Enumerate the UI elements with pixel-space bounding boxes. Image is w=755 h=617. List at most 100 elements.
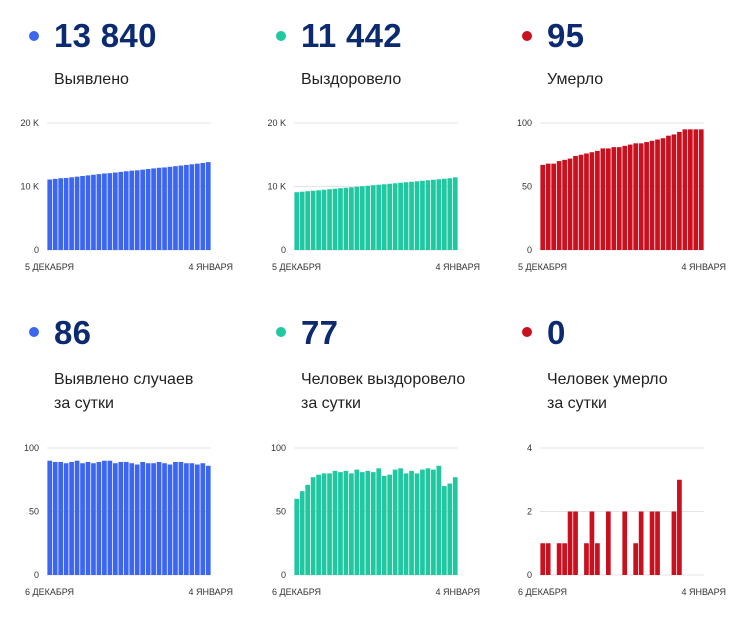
bar	[562, 543, 567, 575]
bar	[556, 161, 562, 250]
bar	[112, 463, 118, 575]
bar	[189, 463, 195, 575]
bar	[205, 162, 211, 250]
bar	[178, 461, 184, 575]
bar	[316, 190, 321, 250]
bar	[299, 191, 305, 250]
bar	[414, 473, 420, 575]
recovered-caption: Выздоровело	[301, 71, 402, 88]
bar	[441, 178, 447, 250]
bar	[91, 463, 96, 575]
recovered-total: 11 442	[301, 17, 402, 54]
bar	[69, 177, 74, 250]
deaths-dot	[522, 31, 532, 41]
daily-recovered-total: 77	[301, 314, 339, 351]
bar	[145, 169, 151, 250]
bar	[58, 461, 64, 575]
x-start-label: 5 ДЕКАБРЯ	[272, 262, 321, 272]
bar	[365, 185, 371, 250]
bar	[540, 164, 546, 250]
bar	[392, 469, 398, 575]
bar	[420, 180, 425, 250]
bar	[584, 153, 589, 250]
bar	[80, 463, 85, 575]
bar	[173, 166, 178, 250]
bar	[96, 174, 102, 250]
bar	[332, 188, 338, 250]
bar	[376, 184, 382, 250]
bar	[129, 463, 135, 575]
bar	[47, 460, 53, 575]
bar	[365, 470, 371, 575]
bar	[638, 143, 644, 250]
x-end-label: 4 ЯНВАРЯ	[435, 262, 480, 272]
bar	[200, 463, 206, 575]
bar	[316, 474, 321, 575]
bar	[47, 179, 53, 250]
bar	[52, 461, 58, 575]
daily-deaths-dot	[522, 327, 532, 337]
bar	[387, 183, 393, 250]
deaths-caption: Умерло	[547, 71, 604, 88]
y-tick-label: 0	[527, 245, 532, 255]
y-tick-label: 0	[34, 245, 39, 255]
bar	[436, 179, 442, 250]
bar	[633, 143, 639, 250]
bar	[52, 178, 58, 250]
daily-detected-caption-line1: Выявлено случаев	[54, 371, 194, 388]
bar	[638, 511, 644, 575]
bar	[343, 187, 349, 250]
bar	[562, 159, 567, 250]
bar	[102, 460, 107, 575]
bar	[327, 473, 332, 575]
bar	[96, 461, 102, 575]
bar	[589, 511, 595, 575]
x-start-label: 6 ДЕКАБРЯ	[25, 587, 74, 597]
bar	[359, 186, 365, 250]
bar	[85, 461, 91, 575]
bar	[167, 464, 173, 575]
bar	[452, 477, 458, 575]
daily-recovered-chart: 0 50 100 6 ДЕКАБРЯ 4 ЯНВАРЯ	[271, 443, 480, 597]
bar	[205, 465, 211, 575]
bar	[409, 470, 414, 575]
bar	[156, 461, 162, 575]
bar	[687, 129, 693, 250]
bar	[370, 472, 376, 575]
y-tick-label: 0	[281, 570, 286, 580]
y-tick-label: 10 K	[267, 182, 286, 192]
daily-deaths-caption-line2: за сутки	[547, 395, 607, 412]
bar	[698, 129, 704, 250]
bar	[332, 470, 338, 575]
bar	[299, 491, 305, 575]
bar	[140, 169, 146, 250]
bar	[63, 177, 69, 250]
daily-detected-chart: 0 50 100 6 ДЕКАБРЯ 4 ЯНВАРЯ	[24, 443, 233, 597]
deaths-chart: 0 50 100 5 ДЕКАБРЯ 4 ЯНВАРЯ	[517, 118, 726, 272]
bar	[178, 165, 184, 250]
bar	[403, 473, 409, 575]
bar	[134, 464, 140, 575]
bar	[74, 176, 80, 250]
bar	[321, 189, 327, 250]
y-tick-label: 50	[29, 507, 39, 517]
bar	[310, 190, 316, 250]
bar	[129, 170, 135, 250]
bar	[162, 167, 167, 250]
bar	[693, 129, 699, 250]
bar	[605, 148, 611, 250]
recovered-dot	[276, 31, 286, 41]
bar	[436, 465, 442, 575]
bar	[112, 172, 118, 250]
bar	[616, 147, 622, 250]
bar	[123, 171, 129, 250]
x-end-label: 4 ЯНВАРЯ	[188, 262, 233, 272]
bar	[447, 178, 453, 250]
bar	[167, 166, 173, 250]
bar	[671, 511, 677, 575]
bar	[349, 187, 354, 250]
x-end-label: 4 ЯНВАРЯ	[435, 587, 480, 597]
bar	[184, 164, 189, 250]
y-tick-label: 2	[527, 507, 532, 517]
bar	[649, 511, 655, 575]
